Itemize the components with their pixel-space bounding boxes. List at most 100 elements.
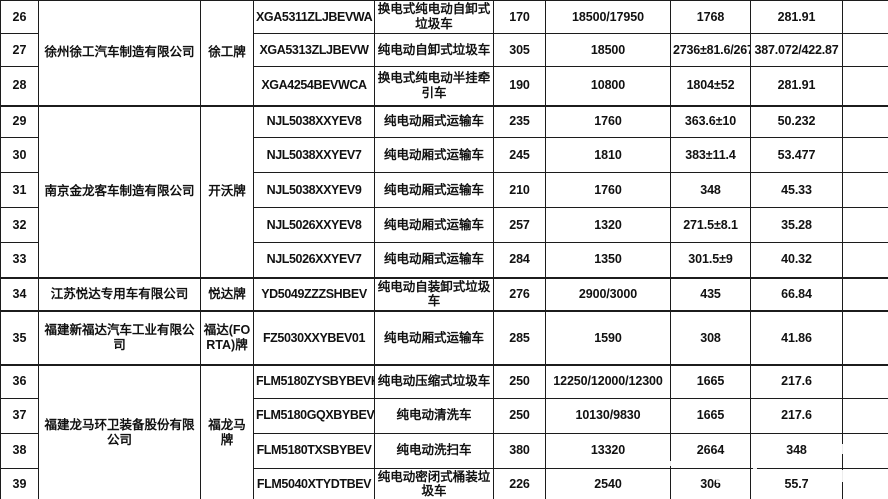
model-cell: XGA4254BEVWCA <box>253 66 375 106</box>
value-cell: 10130/9830 <box>545 397 671 434</box>
value-cell: 170 <box>493 0 546 34</box>
value-cell: 348 <box>750 432 843 469</box>
row-number: 28 <box>0 66 39 106</box>
value-cell: 2540 <box>545 467 671 499</box>
model-cell: XGA5311ZLJBEVWA <box>253 0 375 34</box>
empty-cell <box>842 397 888 434</box>
value-cell: 18500 <box>545 33 671 67</box>
row-number: 36 <box>0 364 39 399</box>
vehicle-type-cell: 纯电动厢式运输车 <box>374 310 494 366</box>
brand-cell: 开沃牌 <box>200 104 254 278</box>
value-cell: 1768 <box>670 0 751 34</box>
value-cell: 217.6 <box>750 364 843 399</box>
value-cell: 284 <box>493 242 546 278</box>
model-cell: NJL5038XXYEV8 <box>253 104 375 138</box>
value-cell: 40.32 <box>750 242 843 278</box>
table-row: 35 福建新福达汽车工业有限公司 福达(FORTA)牌 FZ5030XXYBEV… <box>0 310 888 366</box>
row-number: 30 <box>0 137 39 173</box>
row-number: 39 <box>0 467 39 499</box>
row-number: 26 <box>0 0 39 34</box>
row-number: 37 <box>0 397 39 434</box>
model-cell: FLM5180GQXBYBEV <box>253 397 375 434</box>
value-cell: 1665 <box>670 364 751 399</box>
company-cell: 南京金龙客车制造有限公司 <box>38 104 201 278</box>
empty-cell <box>842 467 888 499</box>
value-cell: 276 <box>493 276 546 312</box>
row-number: 33 <box>0 242 39 278</box>
company-cell: 福建新福达汽车工业有限公司 <box>38 310 201 366</box>
brand-cell: 徐工牌 <box>200 0 254 106</box>
vehicle-type-cell: 纯电动清洗车 <box>374 397 494 434</box>
vehicle-type-cell: 纯电动自装卸式垃圾车 <box>374 276 494 312</box>
empty-cell <box>842 310 888 366</box>
table-row: 33 NJL5026XXYEV7 纯电动厢式运输车 284 1350 301.5… <box>0 242 888 278</box>
value-cell: 41.86 <box>750 310 843 366</box>
vehicle-type-cell: 纯电动厢式运输车 <box>374 172 494 208</box>
value-cell: 301.5±9 <box>670 242 751 278</box>
vehicle-type-cell: 纯电动厢式运输车 <box>374 137 494 173</box>
vehicle-type-cell: 纯电动洗扫车 <box>374 432 494 469</box>
empty-cell <box>842 207 888 243</box>
row-number: 32 <box>0 207 39 243</box>
table-row: 26 徐州徐工汽车制造有限公司 徐工牌 XGA5311ZLJBEVWA 换电式纯… <box>0 0 888 106</box>
table-row: 34 江苏悦达专用车有限公司 悦达牌 YD5049ZZZSHBEV 纯电动自装卸… <box>0 276 888 312</box>
value-cell: 281.91 <box>750 66 843 106</box>
vehicle-type-cell: 纯电动压缩式垃圾车 <box>374 364 494 399</box>
value-cell: 2736±81.6/2676 <box>670 33 751 67</box>
value-cell: 10800 <box>545 66 671 106</box>
value-cell: 2664 <box>670 432 751 469</box>
empty-cell <box>842 104 888 138</box>
row-number: 27 <box>0 33 39 67</box>
value-cell: 285 <box>493 310 546 366</box>
value-cell: 13320 <box>545 432 671 469</box>
model-cell: YD5049ZZZSHBEV <box>253 276 375 312</box>
model-cell: FLM5180TXSBYBEV <box>253 432 375 469</box>
empty-cell <box>842 276 888 312</box>
value-cell: 363.6±10 <box>670 104 751 138</box>
vehicle-type-cell: 纯电动自卸式垃圾车 <box>374 33 494 67</box>
value-cell: 1804±52 <box>670 66 751 106</box>
table-row: 29 南京金龙客车制造有限公司 开沃牌 NJL5038XXYEV8 纯电动厢式运… <box>0 104 888 278</box>
value-cell: 45.33 <box>750 172 843 208</box>
value-cell: 35.28 <box>750 207 843 243</box>
empty-cell <box>842 137 888 173</box>
table-row: 32 NJL5026XXYEV8 纯电动厢式运输车 257 1320 271.5… <box>0 207 888 243</box>
empty-cell <box>842 432 888 469</box>
vehicle-type-cell: 换电式纯电动半挂牵引车 <box>374 66 494 106</box>
empty-cell <box>842 172 888 208</box>
model-cell: NJL5026XXYEV8 <box>253 207 375 243</box>
empty-cell <box>842 33 888 67</box>
value-cell: 12250/12000/12300 <box>545 364 671 399</box>
empty-cell <box>842 364 888 399</box>
value-cell: 305 <box>493 33 546 67</box>
row-number: 35 <box>0 310 39 366</box>
model-cell: FZ5030XXYBEV01 <box>253 310 375 366</box>
company-cell: 徐州徐工汽车制造有限公司 <box>38 0 201 106</box>
row-number: 29 <box>0 104 39 138</box>
value-cell: 281.91 <box>750 0 843 34</box>
model-cell: NJL5038XXYEV9 <box>253 172 375 208</box>
value-cell: 308 <box>670 310 751 366</box>
row-number: 31 <box>0 172 39 208</box>
empty-cell <box>842 242 888 278</box>
value-cell: 66.84 <box>750 276 843 312</box>
company-cell: 福建龙马环卫装备股份有限公司 <box>38 364 201 499</box>
table-row: 36 福建龙马环卫装备股份有限公司 福龙马牌 FLM5180ZYSBYBEVK … <box>0 364 888 499</box>
value-cell: 217.6 <box>750 397 843 434</box>
vehicle-type-cell: 纯电动密闭式桶装垃圾车 <box>374 467 494 499</box>
value-cell: 55.7 <box>750 467 843 499</box>
table-row: 39 FLM5040XTYDTBEV 纯电动密闭式桶装垃圾车 226 2540 … <box>0 467 888 499</box>
value-cell: 271.5±8.1 <box>670 207 751 243</box>
value-cell: 387.072/422.87 <box>750 33 843 67</box>
value-cell: 435 <box>670 276 751 312</box>
model-cell: NJL5038XXYEV7 <box>253 137 375 173</box>
value-cell: 235 <box>493 104 546 138</box>
value-cell: 1760 <box>545 104 671 138</box>
vehicle-type-cell: 纯电动厢式运输车 <box>374 104 494 138</box>
empty-cell <box>842 66 888 106</box>
table-row: 38 FLM5180TXSBYBEV 纯电动洗扫车 380 13320 2664… <box>0 432 888 469</box>
model-cell: NJL5026XXYEV7 <box>253 242 375 278</box>
value-cell: 226 <box>493 467 546 499</box>
